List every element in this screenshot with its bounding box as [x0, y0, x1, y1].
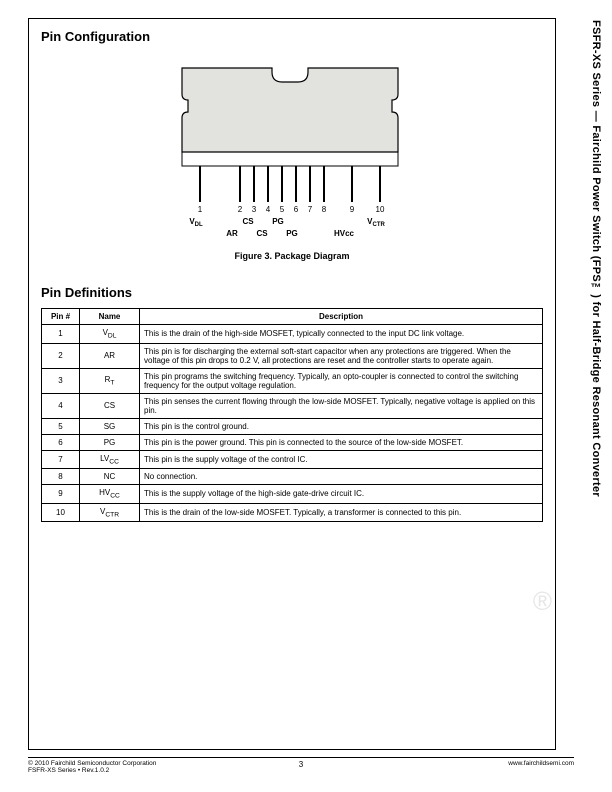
table-row: 9HVCCThis is the supply voltage of the h…: [42, 485, 543, 504]
svg-text:10: 10: [376, 205, 385, 214]
table-row: 5SGThis pin is the control ground.: [42, 418, 543, 434]
svg-text:CS: CS: [256, 229, 268, 238]
col-name: Name: [80, 309, 140, 325]
pin-config-heading: Pin Configuration: [41, 29, 543, 44]
table-row: 4CSThis pin senses the current flowing t…: [42, 393, 543, 418]
table-row: 3RTThis pin programs the switching frequ…: [42, 368, 543, 393]
table-header-row: Pin # Name Description: [42, 309, 543, 325]
table-row: 1VDLThis is the drain of the high-side M…: [42, 325, 543, 344]
svg-text:6: 6: [294, 205, 299, 214]
table-row: 2ARThis pin is for discharging the exter…: [42, 343, 543, 368]
svg-text:2: 2: [238, 205, 243, 214]
svg-text:PG: PG: [272, 217, 284, 226]
svg-text:1: 1: [198, 205, 203, 214]
col-desc: Description: [140, 309, 543, 325]
svg-text:HVcc: HVcc: [334, 229, 355, 238]
content-frame: Pin Configuration 1 2345678 9 10 VDL CS PG VCT…: [28, 18, 556, 750]
svg-text:3: 3: [252, 205, 257, 214]
sidebar-product-title: FSFR-XS Series — Fairchild Power Switch …: [584, 20, 602, 740]
registered-mark: ®: [533, 586, 552, 617]
figure-caption: Figure 3. Package Diagram: [41, 251, 543, 261]
svg-text:5: 5: [280, 205, 285, 214]
col-pin: Pin #: [42, 309, 80, 325]
package-diagram: 1 2345678 9 10 VDL CS PG VCTR AR CS PG HVcc Figur…: [41, 52, 543, 261]
svg-text:8: 8: [322, 205, 327, 214]
svg-text:PG: PG: [286, 229, 298, 238]
pin-definitions-table: Pin # Name Description 1VDLThis is the d…: [41, 308, 543, 522]
svg-text:4: 4: [266, 205, 271, 214]
svg-text:CS: CS: [242, 217, 254, 226]
svg-text:7: 7: [308, 205, 313, 214]
package-svg: 1 2345678 9 10 VDL CS PG VCTR AR CS PG HVcc: [142, 52, 442, 247]
table-row: 10VCTRThis is the drain of the low-side …: [42, 503, 543, 522]
footer-page-number: 3: [28, 760, 574, 769]
svg-text:9: 9: [350, 205, 355, 214]
page-footer: © 2010 Fairchild Semiconductor Corporati…: [28, 757, 574, 774]
svg-text:VCTR: VCTR: [367, 217, 385, 228]
table-row: 6PGThis pin is the power ground. This pi…: [42, 434, 543, 450]
svg-text:VDL: VDL: [189, 217, 203, 228]
pin-defs-heading: Pin Definitions: [41, 285, 543, 300]
table-row: 7LVCCThis pin is the supply voltage of t…: [42, 450, 543, 469]
svg-text:AR: AR: [226, 229, 238, 238]
table-row: 8NCNo connection.: [42, 469, 543, 485]
